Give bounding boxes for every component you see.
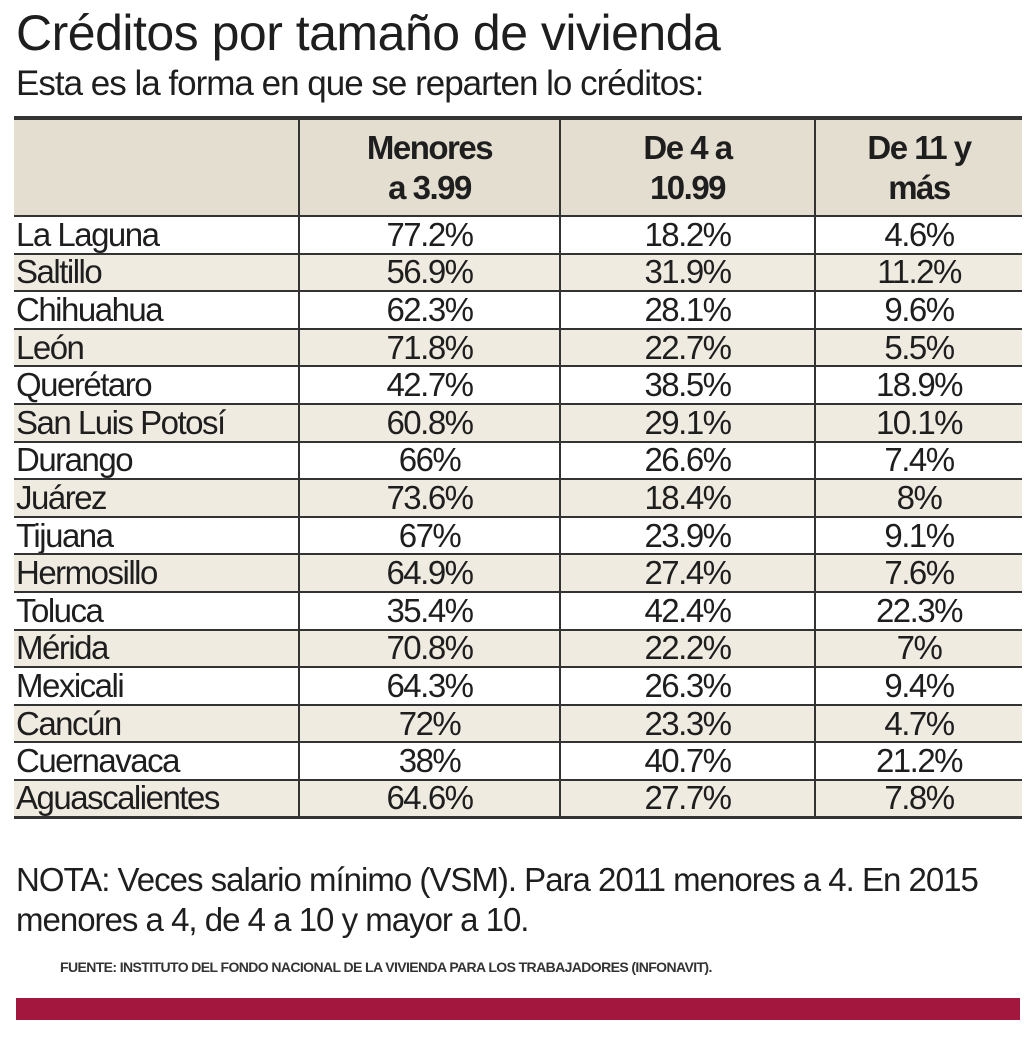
header-city xyxy=(14,116,299,216)
city-cell: Durango xyxy=(14,440,299,480)
header-de-4-line1: De 4 a xyxy=(643,129,733,166)
city-cell: Cancún xyxy=(14,703,299,743)
header-menores-line1: Menores xyxy=(366,129,494,166)
header-de-4-line2: 10.99 xyxy=(649,169,727,206)
header-de-11: De 11 y más xyxy=(814,116,1022,216)
table-row: Cancún 72% 23.3% 4.7% xyxy=(14,703,1022,743)
value-de-11-cell: 9.1% xyxy=(814,515,1022,555)
header-menores-line2: a 3.99 xyxy=(388,169,472,206)
header-de-11-line2: más xyxy=(888,169,951,206)
city-cell: Tijuana xyxy=(14,515,299,555)
value-de-11-cell: 7.4% xyxy=(814,440,1022,480)
value-menores-cell: 38% xyxy=(298,741,560,780)
city-cell: Juárez xyxy=(14,478,299,517)
value-de-4-cell: 38.5% xyxy=(559,365,815,404)
value-menores-cell: 56.9% xyxy=(298,252,560,292)
value-de-4-cell: 27.4% xyxy=(559,553,815,592)
value-de-4-cell: 27.7% xyxy=(559,778,815,819)
city-cell: Cuernavaca xyxy=(14,741,299,780)
value-de-4-cell: 26.6% xyxy=(559,440,815,480)
table-row: Mexicali 64.3% 26.3% 9.4% xyxy=(14,666,1022,705)
value-menores-cell: 64.3% xyxy=(298,666,560,705)
city-cell: León xyxy=(14,327,299,367)
city-cell: Saltillo xyxy=(14,252,299,292)
source-text: FUENTE: INSTITUTO DEL FONDO NACIONAL DE … xyxy=(60,959,712,975)
value-de-4-cell: 26.3% xyxy=(559,666,815,705)
table-row: Saltillo 56.9% 31.9% 11.2% xyxy=(14,252,1022,292)
value-menores-cell: 73.6% xyxy=(298,478,560,517)
value-de-4-cell: 18.2% xyxy=(559,215,815,254)
value-menores-cell: 64.6% xyxy=(298,778,560,819)
value-de-11-cell: 22.3% xyxy=(814,590,1022,630)
value-menores-cell: 72% xyxy=(298,703,560,743)
header-de-11-line1: De 11 y xyxy=(867,129,972,166)
chart-title: Créditos por tamaño de vivienda xyxy=(16,5,721,61)
value-de-11-cell: 7% xyxy=(814,628,1022,668)
table-row: Juárez 73.6% 18.4% 8% xyxy=(14,478,1022,517)
value-menores-cell: 64.9% xyxy=(298,553,560,592)
city-cell: Mérida xyxy=(14,628,299,668)
city-cell: San Luis Potosí xyxy=(14,402,299,442)
table-row: Mérida 70.8% 22.2% 7% xyxy=(14,628,1022,668)
table-row: Aguascalientes 64.6% 27.7% 7.8% xyxy=(14,778,1022,819)
accent-bar xyxy=(16,998,1020,1020)
table-row: Chihuahua 62.3% 28.1% 9.6% xyxy=(14,290,1022,329)
value-de-11-cell: 5.5% xyxy=(814,327,1022,367)
value-menores-cell: 77.2% xyxy=(298,215,560,254)
table-row: La Laguna 77.2% 18.2% 4.6% xyxy=(14,215,1022,254)
value-de-4-cell: 22.7% xyxy=(559,327,815,367)
value-de-4-cell: 23.3% xyxy=(559,703,815,743)
note-text: NOTA: Veces salario mínimo (VSM). Para 2… xyxy=(16,861,979,938)
table-row: Tijuana 67% 23.9% 9.1% xyxy=(14,515,1022,555)
value-de-11-cell: 7.6% xyxy=(814,553,1022,592)
table-row: San Luis Potosí 60.8% 29.1% 10.1% xyxy=(14,402,1022,442)
table-body: La Laguna 77.2% 18.2% 4.6% Saltillo 56.9% 31.9… xyxy=(14,215,1022,819)
value-de-4-cell: 22.2% xyxy=(559,628,815,668)
value-de-4-cell: 18.4% xyxy=(559,478,815,517)
value-de-4-cell: 28.1% xyxy=(559,290,815,329)
value-de-11-cell: 8% xyxy=(814,478,1022,517)
table-row: Querétaro 42.7% 38.5% 18.9% xyxy=(14,365,1022,404)
value-menores-cell: 62.3% xyxy=(298,290,560,329)
credits-table: Menores a 3.99 De 4 a 10.99 De 11 y más … xyxy=(14,116,1022,819)
value-de-4-cell: 29.1% xyxy=(559,402,815,442)
value-de-11-cell: 9.6% xyxy=(814,290,1022,329)
table-row: León 71.8% 22.7% 5.5% xyxy=(14,327,1022,367)
value-de-4-cell: 23.9% xyxy=(559,515,815,555)
value-de-11-cell: 4.7% xyxy=(814,703,1022,743)
value-de-4-cell: 42.4% xyxy=(559,590,815,630)
value-de-11-cell: 18.9% xyxy=(814,365,1022,404)
city-cell: Toluca xyxy=(14,590,299,630)
value-de-11-cell: 7.8% xyxy=(814,778,1022,819)
value-menores-cell: 67% xyxy=(298,515,560,555)
header-menores: Menores a 3.99 xyxy=(298,116,560,216)
table-row: Hermosillo 64.9% 27.4% 7.6% xyxy=(14,553,1022,592)
value-de-11-cell: 10.1% xyxy=(814,402,1022,442)
value-menores-cell: 71.8% xyxy=(298,327,560,367)
value-de-11-cell: 21.2% xyxy=(814,741,1022,780)
city-cell: Hermosillo xyxy=(14,553,299,592)
value-menores-cell: 66% xyxy=(298,440,560,480)
city-cell: Aguascalientes xyxy=(14,778,299,819)
city-cell: La Laguna xyxy=(14,215,299,254)
value-menores-cell: 60.8% xyxy=(298,402,560,442)
value-de-4-cell: 40.7% xyxy=(559,741,815,780)
table-row: Toluca 35.4% 42.4% 22.3% xyxy=(14,590,1022,630)
table-row: Cuernavaca 38% 40.7% 21.2% xyxy=(14,741,1022,780)
city-cell: Chihuahua xyxy=(14,290,299,329)
header-de-4: De 4 a 10.99 xyxy=(559,116,815,216)
city-cell: Mexicali xyxy=(14,666,299,705)
table-header-row: Menores a 3.99 De 4 a 10.99 De 11 y más xyxy=(14,116,1022,216)
value-de-4-cell: 31.9% xyxy=(559,252,815,292)
value-menores-cell: 35.4% xyxy=(298,590,560,630)
table-row: Durango 66% 26.6% 7.4% xyxy=(14,440,1022,480)
chart-subtitle: Esta es la forma en que se reparten lo c… xyxy=(16,64,704,103)
city-cell: Querétaro xyxy=(14,365,299,404)
value-menores-cell: 42.7% xyxy=(298,365,560,404)
value-de-11-cell: 4.6% xyxy=(814,215,1022,254)
value-de-11-cell: 9.4% xyxy=(814,666,1022,705)
value-de-11-cell: 11.2% xyxy=(814,252,1022,292)
value-menores-cell: 70.8% xyxy=(298,628,560,668)
